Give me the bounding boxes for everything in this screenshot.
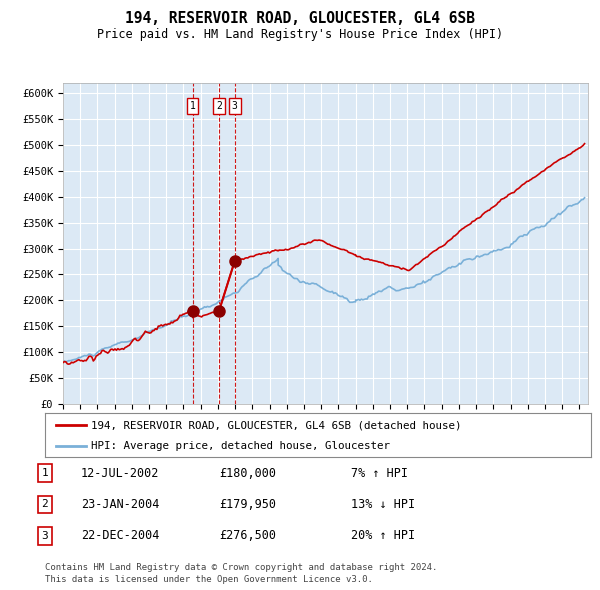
Text: 194, RESERVOIR ROAD, GLOUCESTER, GL4 6SB: 194, RESERVOIR ROAD, GLOUCESTER, GL4 6SB [125, 11, 475, 25]
Text: 1: 1 [190, 101, 196, 111]
Text: 2: 2 [216, 101, 222, 111]
Text: 12-JUL-2002: 12-JUL-2002 [81, 467, 160, 480]
Text: 3: 3 [41, 531, 49, 540]
Text: HPI: Average price, detached house, Gloucester: HPI: Average price, detached house, Glou… [91, 441, 391, 451]
Text: 1: 1 [41, 468, 49, 478]
Text: 3: 3 [232, 101, 238, 111]
Text: 7% ↑ HPI: 7% ↑ HPI [351, 467, 408, 480]
Text: £179,950: £179,950 [219, 498, 276, 511]
Text: Contains HM Land Registry data © Crown copyright and database right 2024.: Contains HM Land Registry data © Crown c… [45, 563, 437, 572]
Text: 23-JAN-2004: 23-JAN-2004 [81, 498, 160, 511]
Text: 13% ↓ HPI: 13% ↓ HPI [351, 498, 415, 511]
Text: 2: 2 [41, 500, 49, 509]
Text: This data is licensed under the Open Government Licence v3.0.: This data is licensed under the Open Gov… [45, 575, 373, 584]
Text: £180,000: £180,000 [219, 467, 276, 480]
Text: 22-DEC-2004: 22-DEC-2004 [81, 529, 160, 542]
Text: Price paid vs. HM Land Registry's House Price Index (HPI): Price paid vs. HM Land Registry's House … [97, 28, 503, 41]
Text: £276,500: £276,500 [219, 529, 276, 542]
Text: 194, RESERVOIR ROAD, GLOUCESTER, GL4 6SB (detached house): 194, RESERVOIR ROAD, GLOUCESTER, GL4 6SB… [91, 421, 462, 430]
Text: 20% ↑ HPI: 20% ↑ HPI [351, 529, 415, 542]
